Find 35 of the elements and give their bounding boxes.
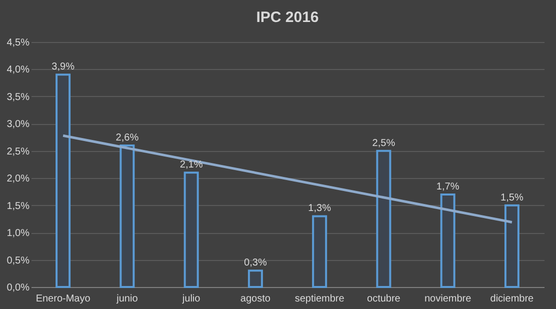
bar [248, 270, 263, 288]
y-tick-label: 2,5% [6, 146, 30, 158]
data-label: 3,9% [52, 62, 75, 73]
bar [56, 74, 71, 288]
x-tick-label: septiembre [294, 294, 345, 304]
y-tick-label: 4,5% [6, 38, 30, 48]
data-label: 1,3% [308, 203, 332, 214]
x-tick-label: noviembre [424, 294, 472, 304]
bar [184, 172, 199, 288]
data-label: 1,5% [500, 192, 524, 204]
bar [440, 193, 456, 288]
y-tick-label: 2,0% [6, 174, 30, 185]
x-tick-label: Enero-Mayo [36, 294, 91, 304]
data-label: 2,6% [116, 132, 139, 144]
x-tick-label: octubre [367, 294, 401, 304]
bar [376, 150, 392, 288]
y-tick-label: 3,0% [6, 119, 30, 130]
y-tick-label: 0,5% [6, 255, 30, 266]
data-label: 1,7% [436, 181, 460, 192]
y-tick-label: 0,0% [6, 282, 30, 294]
bar [120, 144, 135, 288]
bar [312, 215, 328, 288]
data-label: 2,5% [372, 138, 396, 149]
x-tick-label: agosto [240, 294, 271, 304]
y-tick-label: 4,0% [6, 64, 30, 76]
chart-title: IPC 2016 [256, 9, 319, 26]
data-label: 2,1% [180, 160, 203, 171]
x-tick-label: julio [181, 294, 201, 304]
y-tick-label: 1,0% [6, 228, 30, 240]
x-tick-label: junio [116, 294, 138, 304]
x-tick-label: diciembre [490, 294, 534, 304]
y-tick-label: 1,5% [6, 200, 30, 212]
data-label: 0,3% [244, 258, 267, 269]
bar [504, 204, 520, 288]
y-tick-label: 3,5% [6, 92, 30, 103]
